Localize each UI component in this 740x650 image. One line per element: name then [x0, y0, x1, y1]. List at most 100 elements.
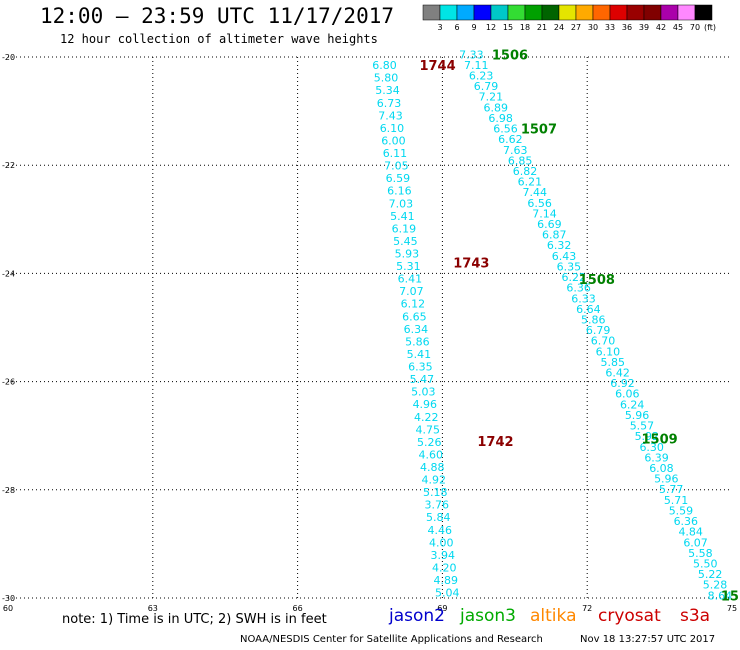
x-tick-label: 66 [293, 604, 303, 613]
swh-value-label: 6.06 [615, 388, 640, 401]
colorbar-label: 42 [656, 23, 666, 32]
colorbar-swatch [575, 4, 594, 21]
satellite-legend-altika: altika [530, 606, 577, 626]
colorbar-label: 21 [537, 23, 547, 32]
swh-value-label: 6.35 [557, 260, 582, 273]
swh-value-label: 6.35 [408, 361, 433, 374]
satellite-legend-s3a: s3a [680, 606, 711, 626]
swh-value-label: 6.36 [674, 515, 699, 528]
colorbar-label: (ft) [704, 23, 716, 32]
credit-line: NOAA/NESDIS Center for Satellite Applica… [240, 634, 543, 645]
swh-value-label: 6.00 [381, 134, 406, 147]
swh-value-label: 4.60 [419, 448, 444, 461]
colorbar-swatch [507, 4, 526, 21]
swh-value-label: 6.79 [586, 324, 611, 337]
colorbar-label: 45 [673, 23, 683, 32]
swh-value-label: 5.45 [393, 235, 418, 248]
colorbar-label: 15 [503, 23, 513, 32]
colorbar-label: 39 [639, 23, 649, 32]
swh-value-label: 5.22 [698, 568, 723, 581]
swh-value-label: 5.84 [426, 511, 451, 524]
colorbar-label: 30 [588, 23, 598, 32]
swh-value-label: 6.08 [649, 462, 674, 475]
satellite-legend-jason2: jason2 [389, 606, 445, 626]
colorbar-swatch [609, 4, 628, 21]
swh-value-label: 8.64 [708, 589, 733, 602]
swh-value-label: 4.75 [416, 423, 441, 436]
swh-value-label: 6.69 [537, 218, 562, 231]
data-points: 6.805.805.346.737.436.106.006.117.056.59… [372, 48, 732, 602]
swh-value-label: 6.56 [493, 123, 518, 136]
track-id-label: 1742 [477, 435, 513, 450]
swh-value-label: 6.80 [372, 59, 397, 72]
colorbar-label: 27 [571, 23, 581, 32]
swh-value-label: 5.41 [390, 210, 415, 223]
swh-value-label: 5.96 [625, 409, 650, 422]
swh-value-label: 4.84 [678, 526, 703, 539]
footer-note: note: 1) Time is in UTC; 2) SWH is in fe… [62, 612, 327, 627]
swh-value-label: 4.92 [422, 474, 447, 487]
y-tick-label: -20 [2, 53, 15, 62]
swh-value-label: 6.11 [383, 147, 408, 160]
swh-value-label: 5.50 [693, 557, 718, 570]
colorbar-label: 33 [605, 23, 615, 32]
colorbar-label: 12 [486, 23, 496, 32]
swh-value-label: 4.89 [433, 574, 458, 587]
page-subtitle: 12 hour collection of altimeter wave hei… [60, 32, 378, 46]
swh-value-label: 7.11 [464, 59, 489, 72]
swh-value-label: 4.46 [428, 524, 453, 537]
generated-timestamp: Nov 18 13:27:57 UTC 2017 [580, 634, 716, 645]
swh-value-label: 7.07 [399, 285, 424, 298]
swh-value-label: 6.43 [552, 250, 577, 263]
colorbar-swatch [626, 4, 645, 21]
x-tick-label: 69 [437, 604, 447, 613]
swh-value-label: 5.28 [703, 579, 728, 592]
swh-value-label: 5.31 [396, 260, 421, 273]
swh-value-label: 5.80 [374, 72, 399, 85]
satellite-legend-jason3: jason3 [460, 606, 516, 626]
swh-value-label: 6.32 [547, 239, 572, 252]
swh-value-label: 6.62 [498, 133, 523, 146]
swh-value-label: 5.47 [410, 373, 435, 386]
swh-value-label: 5.71 [664, 494, 689, 507]
swh-value-label: 6.64 [576, 303, 601, 316]
colorbar-swatch [439, 4, 458, 21]
swh-value-label: 6.65 [402, 310, 427, 323]
colorbar-label: 6 [454, 23, 459, 32]
track-id-label: 1744 [419, 59, 455, 74]
swh-value-label: 5.96 [654, 473, 679, 486]
colorbar-label: 36 [622, 23, 632, 32]
x-tick-label: 75 [727, 604, 737, 613]
track-id-label: 1507 [521, 122, 557, 137]
track-id-label: 1506 [492, 48, 528, 63]
colorbar-swatch [694, 4, 713, 21]
colorbar-swatch [456, 4, 475, 21]
swh-value-label: 5.41 [407, 348, 432, 361]
swh-value-label: 5.77 [659, 483, 684, 496]
y-tick-label: -22 [2, 161, 15, 170]
colorbar-legend: 3 6 9 12 15 18 21 24 27 30 33 36 39 42 45 70 (ft) [422, 4, 716, 32]
swh-value-label: 6.89 [483, 101, 508, 114]
swh-value-label: 6.92 [610, 377, 635, 390]
swh-value-label: 5.92 [635, 430, 660, 443]
colorbar-swatch [660, 4, 679, 21]
swh-value-label: 5.86 [405, 335, 430, 348]
swh-value-label: 5.86 [581, 313, 606, 326]
y-tick-label: -28 [2, 486, 15, 495]
swh-value-label: 6.79 [474, 80, 499, 93]
colorbar-label: 18 [520, 23, 530, 32]
swh-value-label: 5.03 [411, 386, 436, 399]
colorbar-swatch [422, 4, 441, 21]
swh-value-label: 6.33 [571, 292, 596, 305]
colorbar-label: 24 [554, 23, 564, 32]
swh-value-label: 5.18 [423, 486, 448, 499]
colorbar-label: 70 [690, 23, 700, 32]
swh-value-label: 4.96 [413, 398, 438, 411]
swh-value-label: 7.43 [378, 109, 403, 122]
swh-value-label: 5.93 [395, 247, 420, 260]
colorbar-swatch [473, 4, 492, 21]
chart-grid [8, 56, 732, 599]
swh-value-label: 5.04 [435, 587, 460, 600]
swh-value-label: 6.30 [639, 441, 664, 454]
satellite-legend-cryosat: cryosat [598, 606, 661, 626]
